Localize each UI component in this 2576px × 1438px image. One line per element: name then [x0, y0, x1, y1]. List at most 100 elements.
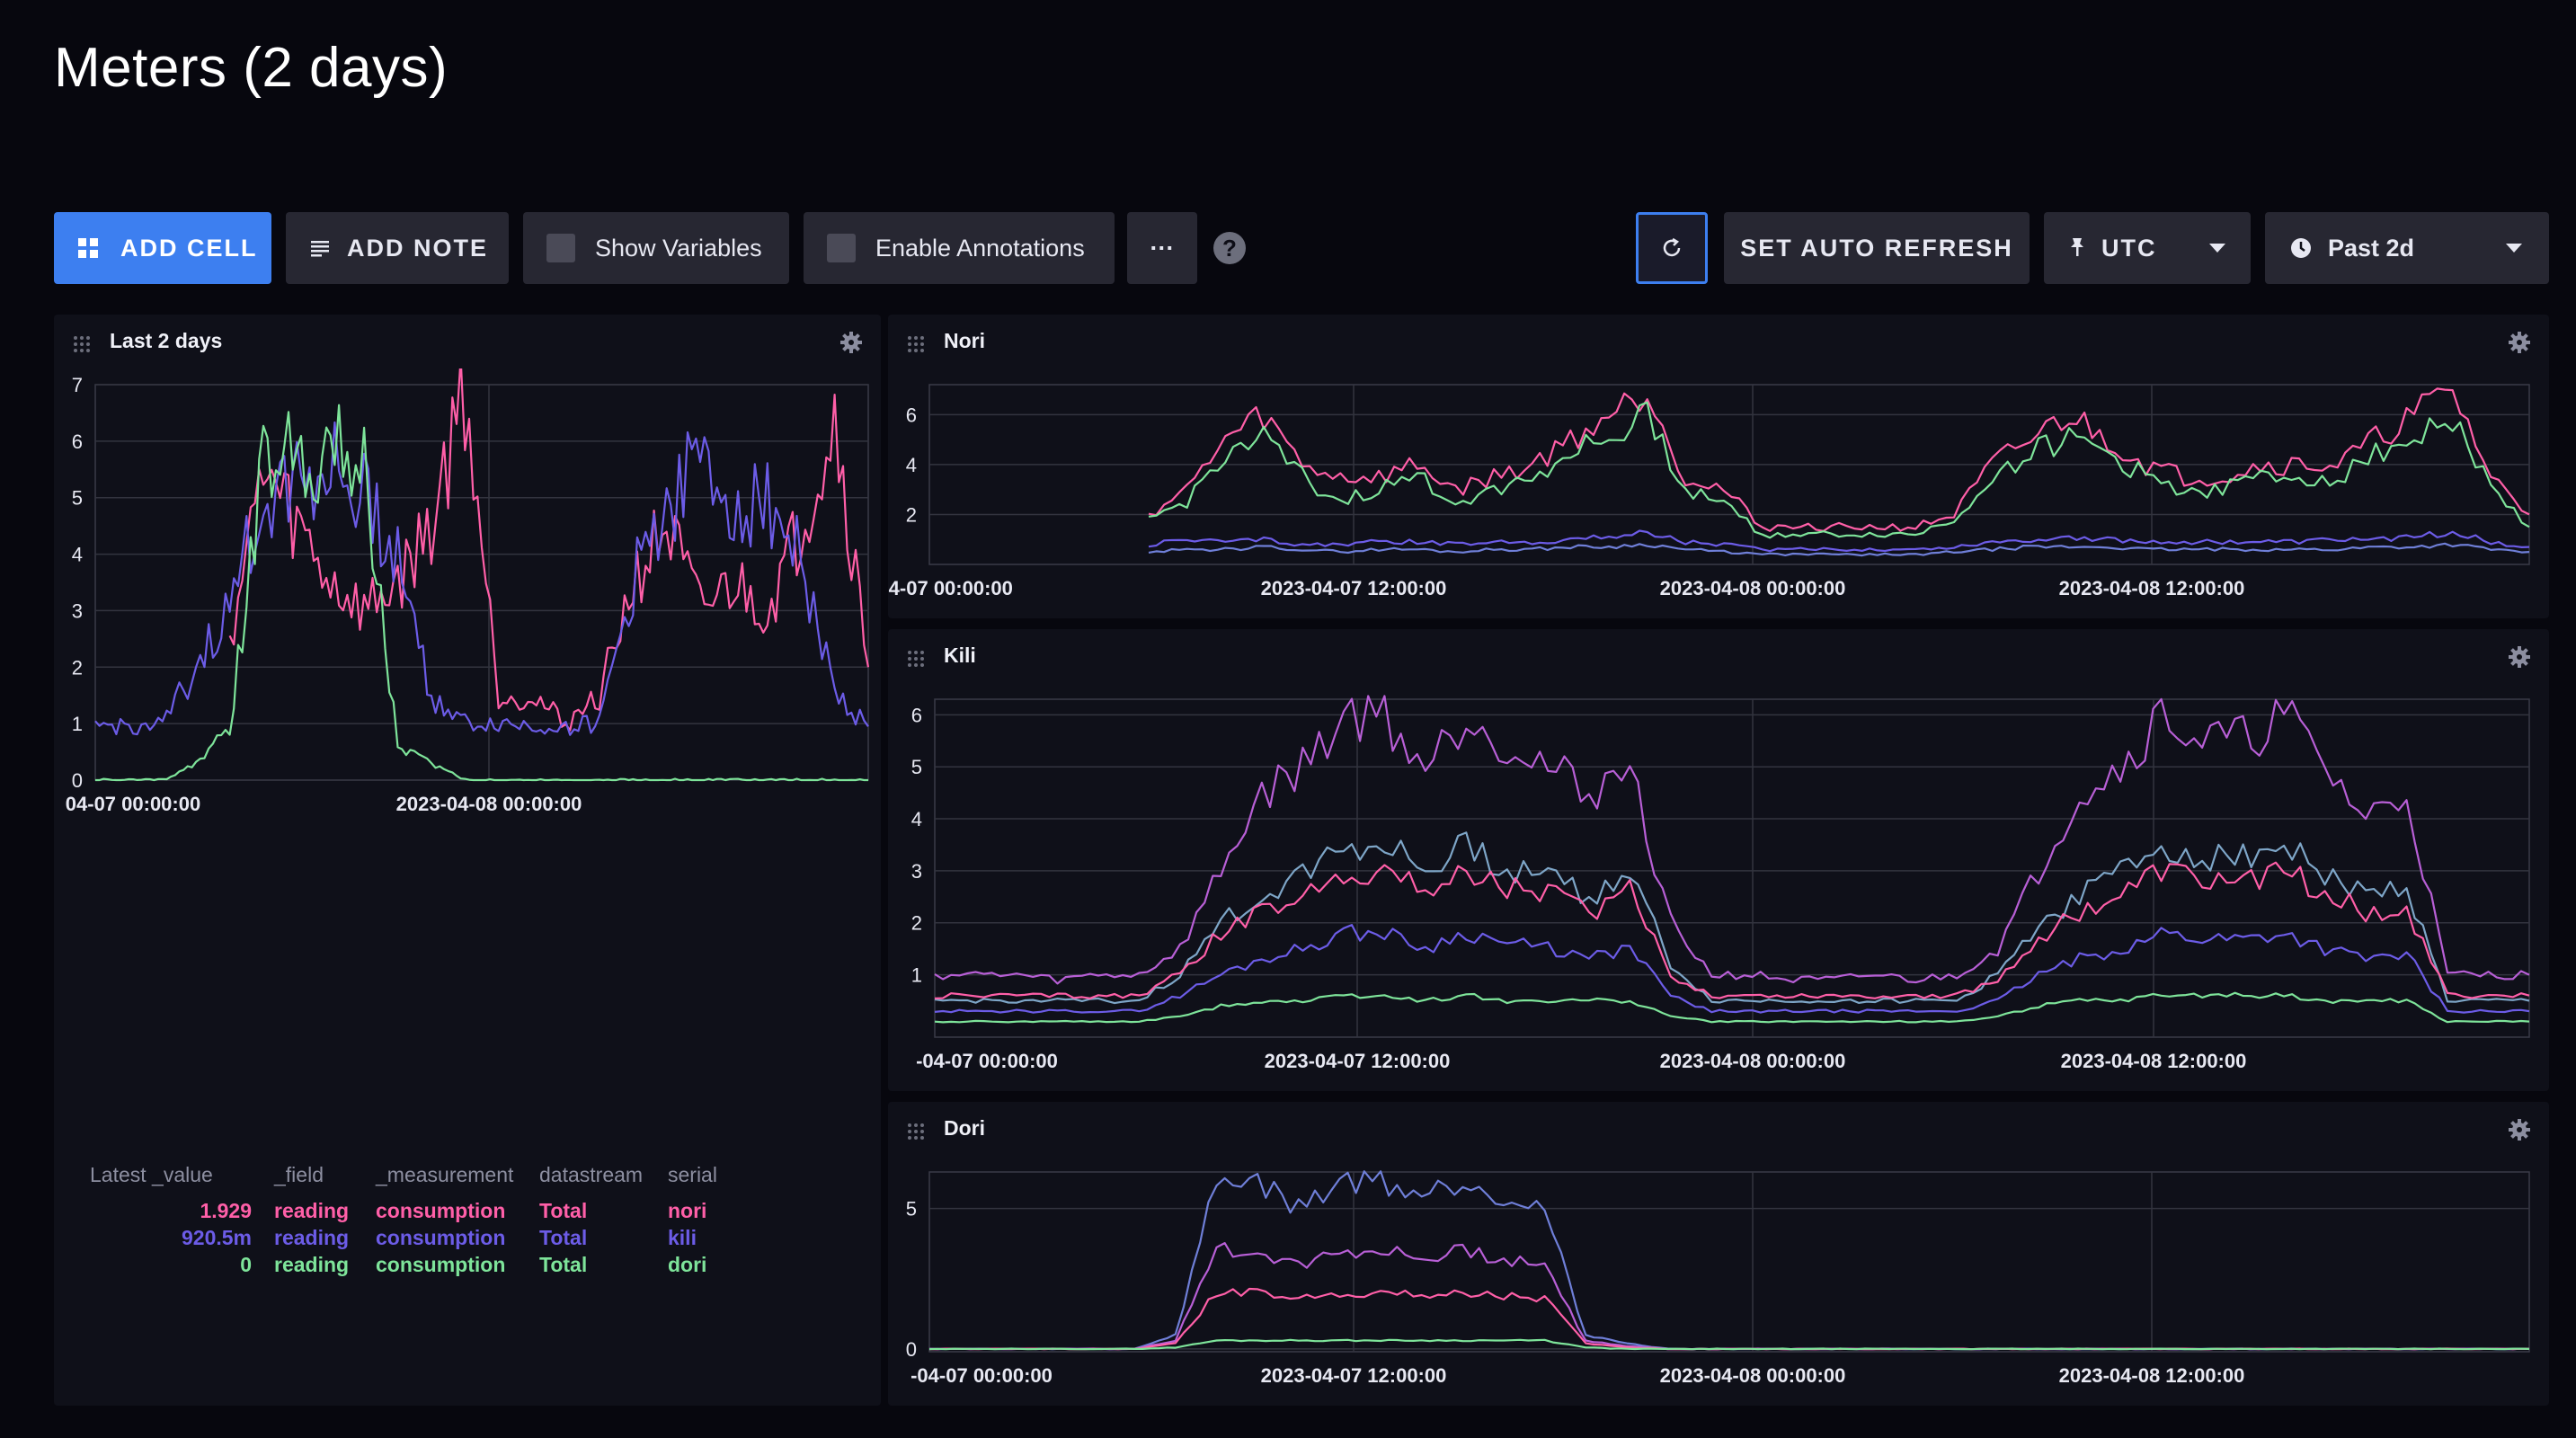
drag-handle-icon[interactable] — [906, 1122, 926, 1141]
chevron-down-icon — [2209, 244, 2225, 253]
x-tick-label: 2023-04-08 00:00:00 — [1660, 577, 1846, 599]
last-2-days-chart: 0 1 2 3 4 5 6 7 04-07 00:00:00 2023-04-08 00:00:0… — [66, 368, 870, 815]
y-tick-label: 2 — [911, 912, 922, 935]
note-icon — [311, 241, 329, 257]
gear-icon[interactable] — [839, 331, 863, 354]
y-tick-label: 2 — [72, 656, 83, 679]
clock-icon — [2291, 238, 2311, 258]
legend-cell-serial: dori — [668, 1253, 707, 1276]
y-tick-label: 4 — [911, 808, 922, 830]
legend-cell-field: reading — [274, 1253, 350, 1276]
enable-annotations-toggle[interactable]: Enable Annotations — [804, 212, 1115, 284]
enable-annotations-label: Enable Annotations — [875, 234, 1085, 262]
legend-cell-serial: nori — [668, 1199, 707, 1222]
drag-handle-icon[interactable] — [906, 334, 926, 354]
y-tick-label: 1 — [911, 964, 922, 987]
series-line-purple — [934, 924, 2530, 1014]
cell-dori[interactable]: Dori 0 5 -04-07 00:00:00 2023-04-07 12:00:0… — [888, 1102, 2549, 1406]
gear-icon[interactable] — [2508, 331, 2531, 354]
cell-title: Nori — [944, 329, 985, 352]
add-cell-button[interactable]: ADD CELL — [54, 212, 271, 284]
y-tick-label: 7 — [72, 374, 83, 396]
y-tick-label: 4 — [906, 454, 917, 476]
y-tick-label: 6 — [911, 704, 922, 726]
pin-icon — [2071, 238, 2083, 256]
series-line-pink — [929, 1287, 2530, 1351]
series-line-dori — [95, 404, 868, 782]
x-tick-label: 2023-04-08 12:00:00 — [2059, 577, 2245, 599]
cell-title: Kili — [944, 644, 976, 667]
chevron-down-icon — [2506, 244, 2522, 253]
x-tick-label: 2023-04-07 12:00:00 — [1261, 577, 1447, 599]
legend-cell-field: reading — [274, 1199, 350, 1222]
set-auto-refresh-label: SET AUTO REFRESH — [1740, 234, 2013, 262]
y-tick-label: 1 — [72, 713, 83, 735]
series-line-teal — [934, 831, 2530, 1005]
gear-icon[interactable] — [2508, 645, 2531, 669]
y-tick-label: 5 — [911, 756, 922, 778]
refresh-icon — [1663, 237, 1681, 257]
x-tick-label: -04-07 00:00:00 — [910, 1364, 1053, 1387]
cell-title: Last 2 days — [110, 329, 223, 352]
series-line-green — [928, 1338, 2530, 1351]
y-tick-label: 4 — [72, 544, 83, 566]
y-tick-label: 6 — [72, 431, 83, 453]
checkbox-icon — [827, 234, 856, 262]
gear-icon[interactable] — [2508, 1118, 2531, 1141]
checkbox-icon — [546, 234, 575, 262]
legend-cell-serial: kili — [668, 1226, 697, 1249]
drag-handle-icon[interactable] — [906, 649, 926, 669]
x-tick-label: 2023-04-07 12:00:00 — [1265, 1050, 1451, 1072]
series-line-green — [934, 991, 2530, 1024]
x-tick-label: 2023-04-08 00:00:00 — [1660, 1364, 1846, 1387]
add-cell-label: ADD CELL — [120, 234, 258, 262]
y-tick-label: 6 — [906, 404, 917, 426]
y-tick-label: 0 — [72, 769, 83, 792]
legend-header-serial: serial — [668, 1163, 717, 1186]
series-line-blue — [1148, 542, 2530, 557]
y-tick-label: 0 — [906, 1338, 917, 1361]
y-tick-label: 3 — [911, 860, 922, 883]
legend-header-value: Latest _value — [90, 1163, 213, 1186]
legend-cell-value: 1.929 — [200, 1199, 252, 1222]
series-line-purple — [1148, 529, 2530, 553]
x-tick-label: 2023-04-08 12:00:00 — [2061, 1050, 2247, 1072]
cell-last-2-days[interactable]: Last 2 days 0 1 2 3 4 5 6 7 04-07 00:00:00 2023-0… — [54, 315, 881, 1406]
x-tick-label: 2023-04-08 12:00:00 — [2059, 1364, 2245, 1387]
kili-chart: 1 2 3 4 5 6 -04-07 00:00:00 2023-04-07 12:00:00… — [911, 695, 2530, 1072]
y-tick-label: 5 — [72, 487, 83, 510]
show-variables-toggle[interactable]: Show Variables — [523, 212, 789, 284]
y-tick-label: 5 — [906, 1198, 917, 1221]
time-range-dropdown[interactable]: Past 2d — [2265, 212, 2549, 284]
x-tick-label: -04-07 00:00:00 — [916, 1050, 1058, 1072]
plot-frame — [934, 698, 2530, 1038]
y-tick-label: 2 — [906, 503, 917, 526]
drag-handle-icon[interactable] — [72, 334, 92, 354]
series-line-nori — [228, 368, 870, 732]
legend-header-datastream: datastream — [539, 1163, 644, 1186]
legend-header-measurement: _measurement — [376, 1163, 514, 1186]
plot-frame — [928, 384, 2530, 565]
x-tick-label: 2023-04-08 00:00:00 — [396, 793, 582, 815]
dori-chart: 0 5 -04-07 00:00:00 2023-04-07 12:00:00 2023… — [906, 1170, 2530, 1387]
x-tick-label: -04-07 00:00:00 — [888, 577, 1013, 599]
timezone-dropdown[interactable]: UTC — [2044, 212, 2251, 284]
series-line-magenta — [934, 695, 2530, 985]
more-options-button[interactable]: ··· — [1127, 212, 1197, 284]
series-line-pink — [934, 861, 2530, 999]
legend-cell-field: reading — [274, 1226, 350, 1249]
legend-cell-datastream: Total — [539, 1199, 588, 1222]
legend-cell-measurement: consumption — [376, 1253, 506, 1276]
help-label: ? — [1222, 234, 1237, 262]
cell-kili[interactable]: Kili 1 2 3 4 5 6 -04-07 00:00:00 2023-04-07 12:… — [888, 629, 2549, 1091]
legend-cell-value: 0 — [240, 1253, 252, 1276]
help-icon[interactable]: ? — [1213, 232, 1246, 264]
add-note-button[interactable]: ADD NOTE — [286, 212, 509, 284]
legend-cell-datastream: Total — [539, 1253, 588, 1276]
cell-nori[interactable]: Nori 2 4 6 -04-07 00:00:00 2023-04-07 12:00:… — [888, 315, 2549, 618]
set-auto-refresh-button[interactable]: SET AUTO REFRESH — [1724, 212, 2030, 284]
refresh-button[interactable] — [1636, 212, 1708, 284]
legend-cell-datastream: Total — [539, 1226, 588, 1249]
x-tick-label: 2023-04-07 12:00:00 — [1261, 1364, 1447, 1387]
series-line-blue — [928, 1170, 2530, 1351]
